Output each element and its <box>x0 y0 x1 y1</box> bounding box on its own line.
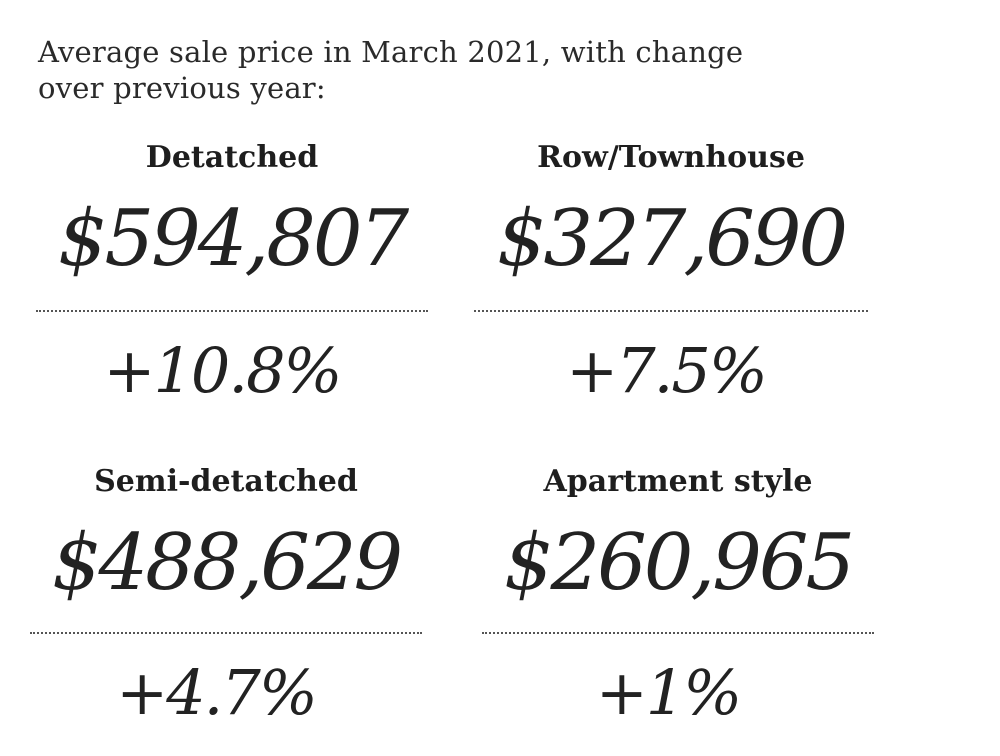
card-label: Semi-detatched <box>94 464 358 499</box>
card-price: $327,690 <box>496 194 848 284</box>
card-detached: Detatched $594,807 +10.8% <box>36 138 428 428</box>
card-change: +1% <box>595 656 742 729</box>
intro-line-2: over previous year: <box>38 71 326 105</box>
dotted-divider <box>30 632 422 634</box>
card-price: $488,629 <box>51 518 403 608</box>
card-price: $260,965 <box>503 518 855 608</box>
card-row-townhouse: Row/Townhouse $327,690 +7.5% <box>474 138 868 428</box>
card-label: Detatched <box>145 140 319 175</box>
intro-line-1: Average sale price in March 2021, with c… <box>38 35 744 69</box>
dotted-divider <box>474 310 868 312</box>
card-change: +4.7% <box>116 656 317 729</box>
dotted-divider <box>36 310 428 312</box>
card-label: Apartment style <box>543 464 813 499</box>
card-change: +10.8% <box>103 334 343 407</box>
card-change: +7.5% <box>566 334 767 407</box>
card-semi-detached: Semi-detatched $488,629 +4.7% <box>30 462 422 752</box>
card-price: $594,807 <box>57 194 409 284</box>
card-label: Row/Townhouse <box>537 140 805 175</box>
card-apartment-style: Apartment style $260,965 +1% <box>482 462 874 752</box>
intro-text: Average sale price in March 2021, with c… <box>38 34 798 106</box>
dotted-divider <box>482 632 874 634</box>
